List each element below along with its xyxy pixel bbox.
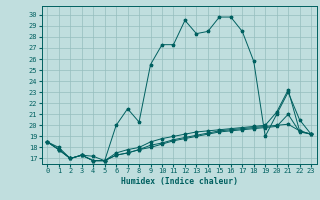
X-axis label: Humidex (Indice chaleur): Humidex (Indice chaleur) bbox=[121, 177, 238, 186]
